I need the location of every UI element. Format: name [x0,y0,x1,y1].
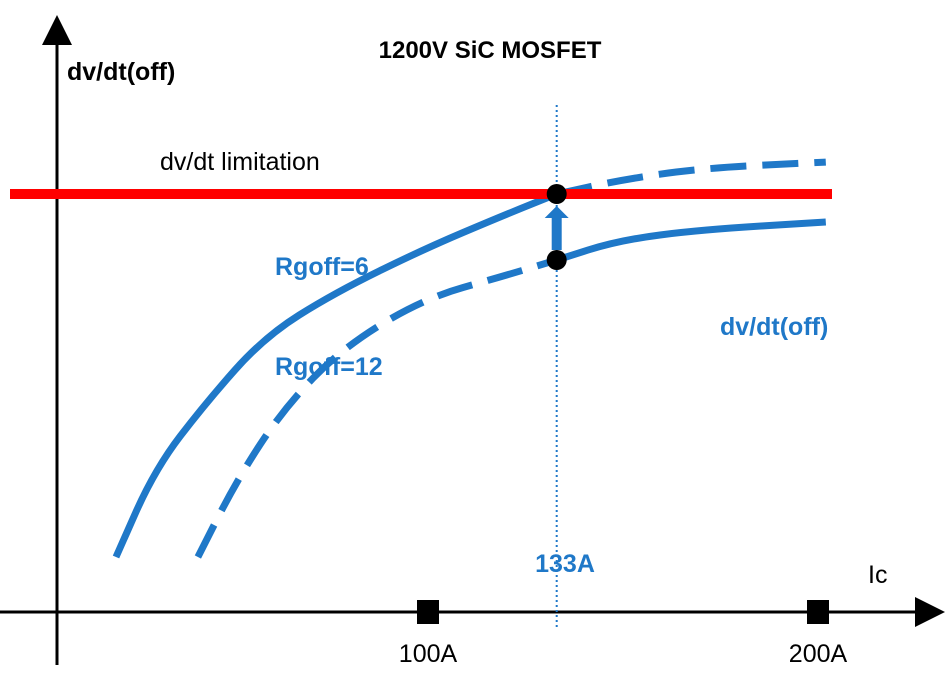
curve-label: dv/dt(off) [720,313,828,341]
series-0-segment-1 [112,190,559,559]
data-point-0 [546,184,567,204]
x-tick-label-200: 200A [789,640,848,668]
series-label-rgoff6: Rgoff=6 [275,253,369,281]
limit-label: dv/dt limitation [160,148,320,176]
x-tick-100 [417,600,439,624]
y-axis-label: dv/dt(off) [67,58,175,86]
x-tick-200 [807,600,829,624]
x-tick-label-100: 100A [399,640,458,668]
x-axis-label: Ic [868,561,887,589]
series-1-segment-2 [555,218,827,264]
series-1-segment-1 [194,256,558,559]
data-point-1 [546,250,567,270]
marker-line-label: 133A [535,550,595,578]
chart-title: 1200V SiC MOSFET [379,37,602,64]
improvement-arrow [544,206,569,250]
